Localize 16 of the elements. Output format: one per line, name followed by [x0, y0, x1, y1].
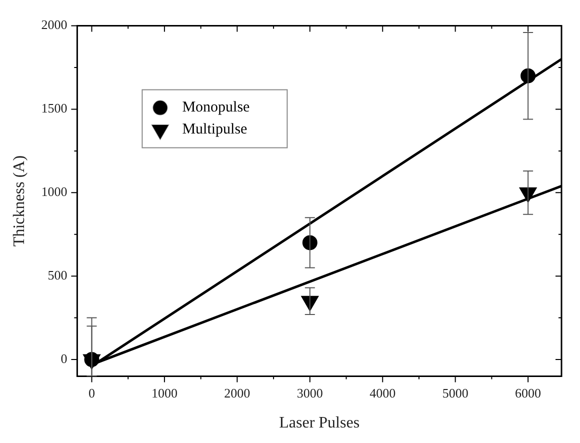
x-tick-label: 0 [88, 385, 95, 400]
x-tick-label: 2000 [224, 385, 250, 400]
x-tick-label: 4000 [370, 385, 396, 400]
y-tick-label: 2000 [41, 17, 68, 32]
y-tick-label: 500 [48, 268, 68, 283]
y-axis-title: Thickness (A) [10, 155, 28, 247]
x-tick-label: 3000 [296, 385, 323, 400]
x-tick-label: 5000 [442, 385, 468, 400]
x-axis-title: Laser Pulses [279, 414, 360, 432]
x-tick-label: 6000 [515, 385, 542, 400]
y-tick-label: 1500 [41, 100, 68, 116]
y-tick-label: 1000 [41, 184, 68, 200]
y-tick-label: 0 [60, 350, 68, 366]
legend-label: Monopulse [182, 100, 250, 116]
legend-label: Multipulse [182, 122, 248, 138]
x-tick-label: 1000 [151, 385, 178, 400]
